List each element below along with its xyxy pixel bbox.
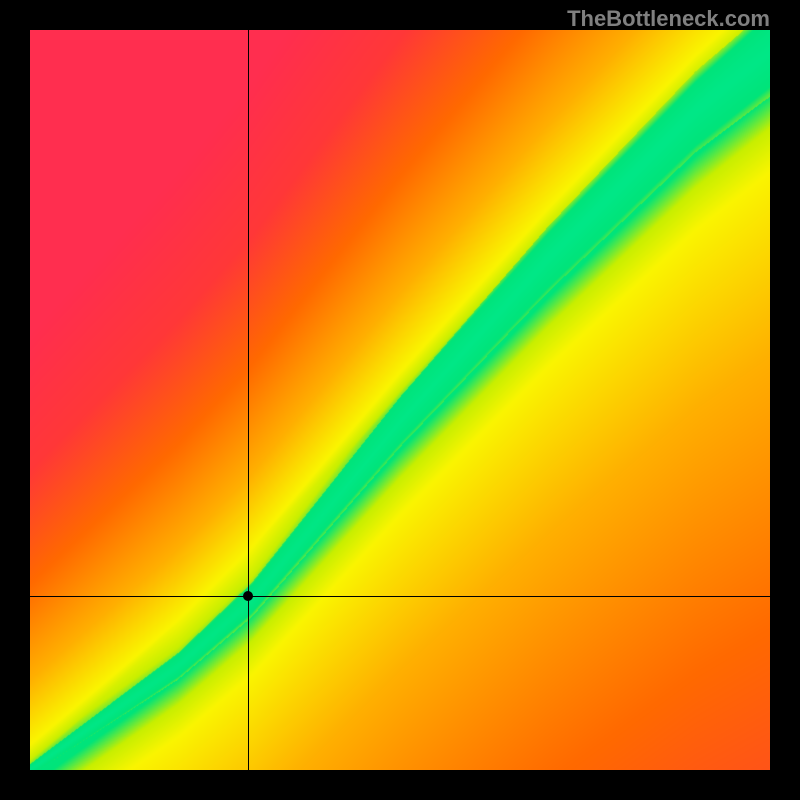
crosshair-horizontal	[30, 596, 770, 597]
crosshair-marker	[243, 591, 253, 601]
watermark-text: TheBottleneck.com	[567, 6, 770, 32]
heatmap-canvas	[30, 30, 770, 770]
crosshair-vertical	[248, 30, 249, 770]
heatmap-plot	[30, 30, 770, 770]
